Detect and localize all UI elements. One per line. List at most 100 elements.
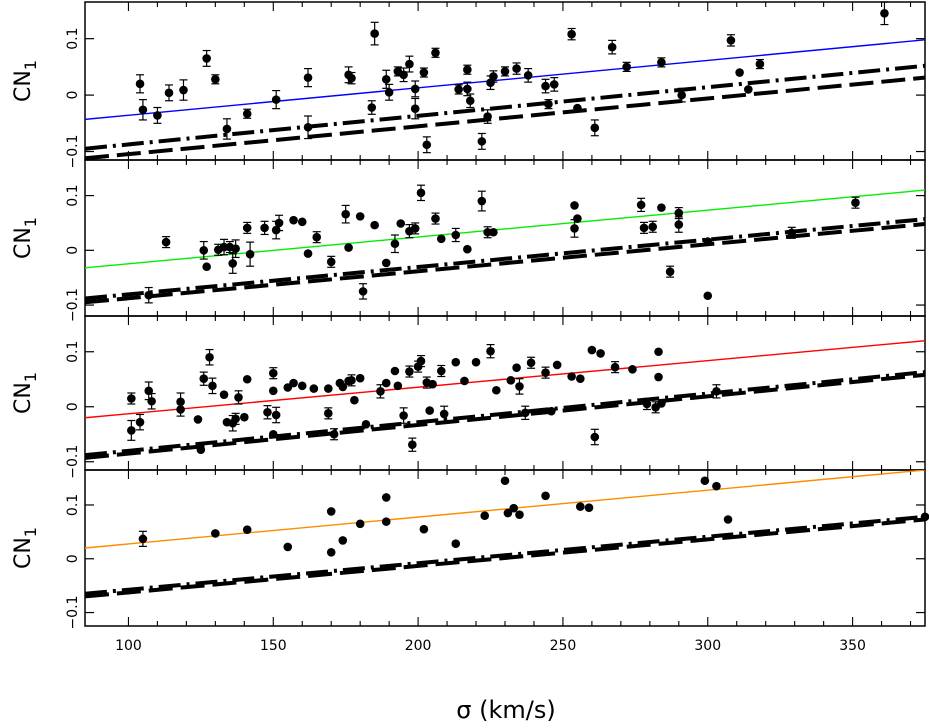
data-point <box>471 357 481 367</box>
data-point <box>153 111 162 120</box>
data-point <box>567 372 576 381</box>
data-point <box>422 140 432 150</box>
data-point <box>268 386 278 396</box>
reference-dashed-line <box>85 517 925 599</box>
data-point <box>541 491 550 501</box>
data-point <box>549 80 559 89</box>
y-tick-label: 0 <box>65 402 81 411</box>
data-point <box>703 237 713 246</box>
data-points <box>138 476 929 557</box>
panel-lines <box>85 470 925 599</box>
data-point <box>283 542 293 552</box>
y-axis-label: CN1 <box>11 372 40 414</box>
data-point <box>138 105 148 115</box>
data-point <box>384 87 394 97</box>
data-point <box>590 432 600 442</box>
data-point <box>416 356 426 366</box>
x-tick-label: 350 <box>839 638 866 654</box>
data-point <box>639 223 649 233</box>
data-point <box>547 406 556 416</box>
data-point <box>199 374 209 384</box>
y-tick-label: −0.1 <box>65 445 81 479</box>
data-point <box>465 96 475 106</box>
data-point <box>144 290 154 300</box>
x-axis-label: σ (km/s) <box>456 696 555 724</box>
data-point <box>477 137 487 146</box>
data-point <box>665 267 675 276</box>
data-point <box>338 536 348 545</box>
data-point <box>370 220 379 230</box>
data-point <box>787 228 797 238</box>
data-point <box>657 58 666 67</box>
reference-dot-dash-line <box>85 514 925 596</box>
data-point <box>326 257 336 267</box>
data-point <box>657 203 666 212</box>
data-point <box>329 429 339 439</box>
data-point <box>573 103 582 113</box>
data-point <box>376 387 385 396</box>
data-point <box>341 209 350 219</box>
data-point <box>405 59 414 69</box>
y-tick-label: 0.1 <box>65 28 81 50</box>
data-point <box>726 36 736 45</box>
data-point <box>202 54 211 63</box>
data-point <box>503 508 513 518</box>
data-point <box>674 220 684 229</box>
data-point <box>431 214 440 223</box>
reference-dot-dash-line <box>85 370 925 458</box>
data-point <box>381 258 391 268</box>
data-point <box>480 511 490 521</box>
data-point <box>324 384 333 393</box>
data-point <box>410 84 420 94</box>
data-point <box>541 81 550 91</box>
data-point <box>463 65 472 75</box>
data-point <box>744 85 753 94</box>
data-point <box>596 349 605 358</box>
y-axis-label-main: CN <box>11 70 36 102</box>
panels: 0.10−0.1CN10.10−0.1CN10.10−0.1CN10.10−0.… <box>11 1 929 630</box>
data-point <box>393 381 403 391</box>
data-point <box>590 123 600 133</box>
data-point <box>245 249 255 259</box>
data-point <box>483 112 492 121</box>
data-point <box>486 346 495 356</box>
data-point <box>326 507 336 516</box>
data-point <box>570 201 579 210</box>
data-point <box>358 287 368 296</box>
x-tick-label: 300 <box>694 638 721 654</box>
data-point <box>463 84 472 94</box>
data-point <box>523 71 533 80</box>
data-point <box>164 88 174 98</box>
y-axis-label-sub: 1 <box>21 60 40 70</box>
y-tick-label: −0.1 <box>65 135 81 169</box>
data-point <box>176 405 185 414</box>
data-point <box>367 103 377 112</box>
data-point <box>755 59 765 69</box>
data-point <box>350 395 359 405</box>
data-point <box>399 70 408 80</box>
data-point <box>607 42 617 52</box>
data-point <box>211 529 220 538</box>
data-point <box>240 412 249 422</box>
reference-dot-dash-line <box>85 217 925 301</box>
data-point <box>347 73 356 83</box>
y-tick-label: −0.1 <box>65 596 81 630</box>
data-point <box>636 200 646 210</box>
data-point <box>419 524 429 534</box>
data-point <box>436 234 446 244</box>
data-point <box>573 214 582 223</box>
data-point <box>460 376 469 386</box>
data-point <box>515 510 524 519</box>
data-point <box>196 445 206 454</box>
fit-line <box>85 340 925 419</box>
reference-dot-dash-line <box>85 63 925 151</box>
panel-2: 0.1 0 −0.1 CN1 <box>11 159 926 322</box>
data-point <box>324 409 333 418</box>
data-point <box>289 378 298 388</box>
x-axis: 100 150 200 250 300 350 <box>115 638 866 654</box>
data-point <box>657 399 666 408</box>
data-point <box>355 212 365 221</box>
data-point <box>268 429 278 439</box>
data-point <box>648 222 658 232</box>
reference-dashed-line <box>85 222 925 305</box>
